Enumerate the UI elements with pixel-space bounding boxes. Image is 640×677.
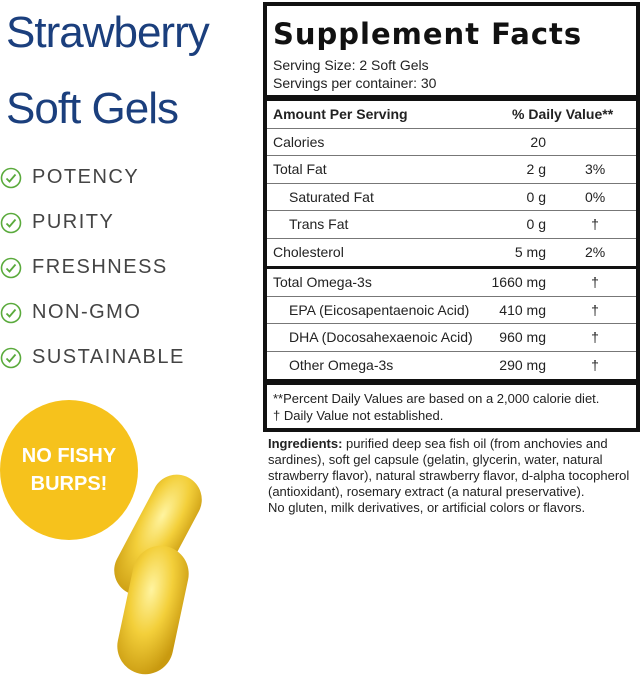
servings-per-container: Servings per container: 30 bbox=[273, 75, 437, 91]
facts-row: Cholesterol 5 mg 2% bbox=[273, 243, 606, 260]
benefits-list: POTENCY PURITY FRESHNESS NON-GMO SUSTAIN… bbox=[0, 155, 185, 380]
badge-line1: NO FISHY bbox=[21, 445, 117, 467]
facts-row: Trans Fat 0 g † bbox=[267, 211, 636, 239]
facts-row: Total Omega-3s 1660 mg † bbox=[267, 269, 636, 297]
footnote-dagger: † Daily Value not established. bbox=[273, 408, 444, 423]
check-circle-icon bbox=[0, 302, 22, 323]
facts-row: Total Fat 2 g 3% bbox=[267, 156, 636, 184]
benefit-item: FRESHNESS bbox=[0, 245, 185, 290]
check-circle-icon bbox=[0, 347, 22, 368]
facts-row: Calories 20 bbox=[267, 129, 636, 156]
ingredients-label: Ingredients: bbox=[268, 436, 343, 451]
facts-header-row: Amount Per Serving % Daily Value** bbox=[267, 101, 636, 129]
benefit-item: SUSTAINABLE bbox=[0, 335, 185, 380]
divider bbox=[267, 95, 636, 101]
divider bbox=[267, 379, 636, 385]
check-circle-icon bbox=[0, 212, 22, 233]
amount-header: Amount Per Serving bbox=[273, 106, 408, 122]
facts-title: Supplement Facts bbox=[273, 17, 583, 51]
facts-row: Saturated Fat 0 g 0% bbox=[267, 184, 636, 211]
ingredients-text: Ingredients: purified deep sea fish oil … bbox=[268, 436, 630, 515]
benefit-item: PURITY bbox=[0, 200, 185, 245]
soft-gel-capsules-image bbox=[114, 474, 202, 675]
check-circle-icon bbox=[0, 257, 22, 278]
no-fishy-burps-badge: NO FISHY BURPS! bbox=[0, 400, 138, 540]
product-title-line2: Soft Gels bbox=[6, 84, 179, 133]
badge-line2: BURPS! bbox=[30, 473, 108, 495]
divider bbox=[267, 266, 636, 269]
footnote-dv: **Percent Daily Values are based on a 2,… bbox=[273, 391, 600, 406]
facts-row: DHA (Docosahexaenoic Acid) 960 mg † bbox=[267, 324, 636, 352]
benefit-item: NON-GMO bbox=[0, 290, 185, 335]
benefit-item: POTENCY bbox=[0, 155, 185, 200]
dv-header: % Daily Value** bbox=[512, 106, 614, 122]
serving-size: Serving Size: 2 Soft Gels bbox=[273, 57, 429, 73]
check-circle-icon bbox=[0, 167, 22, 188]
supplement-facts-panel: Supplement Facts Serving Size: 2 Soft Ge… bbox=[263, 2, 640, 432]
product-title-line1: Strawberry bbox=[6, 8, 210, 57]
facts-row: EPA (Eicosapentaenoic Acid) 410 mg † bbox=[267, 297, 636, 324]
facts-row: Other Omega-3s 290 mg † bbox=[289, 356, 599, 373]
